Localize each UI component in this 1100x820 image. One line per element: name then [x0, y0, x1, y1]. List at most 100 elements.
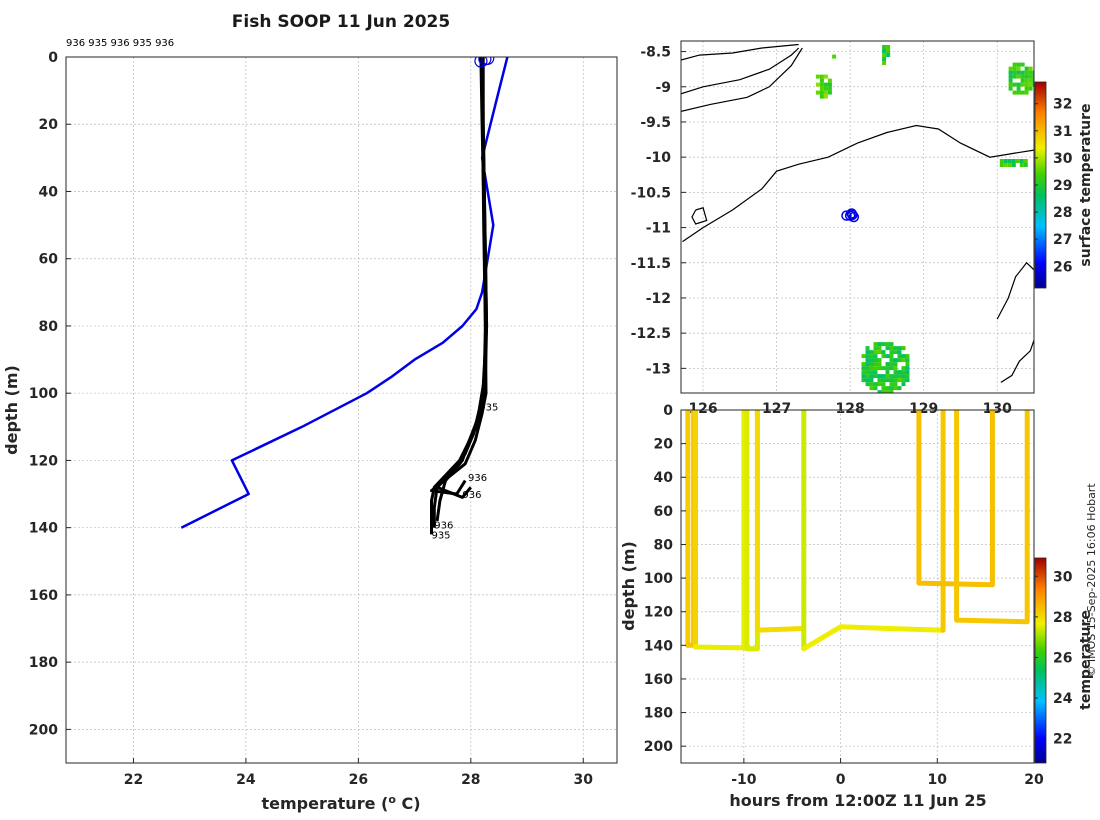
section-x-label: hours from 12:00Z 11 Jun 25 [729, 791, 986, 810]
section-series [685, 410, 1030, 652]
profile-y-tick-label: 40 [39, 184, 59, 200]
map-track-point [841, 210, 852, 221]
map-sst-cell [1008, 86, 1013, 91]
profile-panel: Fish SOOP 11 Jun 2025 936 935 936 935 93… [2, 12, 618, 813]
map-sst-cell [1003, 159, 1008, 163]
section-x-tick-label: -10 [731, 772, 757, 788]
profile-x-tick-label: 22 [124, 772, 143, 788]
map-sst-cell [877, 362, 882, 367]
map-sst-cell [882, 61, 887, 65]
map-sst-cell [881, 386, 886, 391]
profile-surface-marker [478, 57, 492, 66]
map-sst-cell [1032, 70, 1034, 75]
map-x-tick-label: 128 [836, 401, 865, 417]
map-sst-cell [885, 362, 890, 367]
map-sst-cell [877, 374, 882, 379]
profile-surface-marker [474, 57, 488, 68]
profile-y-tick-label: 140 [29, 521, 58, 537]
map-sst-cell [881, 382, 886, 387]
section-y-tick-label: 120 [644, 605, 673, 621]
map-sst-cell [823, 74, 828, 79]
section-track [954, 410, 1030, 625]
map-sst-cell [886, 53, 891, 57]
map-sst-cell [897, 374, 902, 379]
profile-y-tick-label: 200 [29, 722, 58, 738]
map-sst-cell [1020, 90, 1025, 95]
map-sst-cell [1012, 74, 1017, 79]
map-sst-cell [877, 358, 882, 363]
map-sst-cell [889, 390, 894, 393]
map-sst-cell [1020, 82, 1025, 87]
profile-x-tick-label: 30 [574, 772, 594, 788]
profile-x-label-superscript: o [388, 793, 396, 806]
map-sst-cell [885, 374, 890, 379]
map-sst-cell [882, 57, 887, 61]
map-sst-cell [1032, 82, 1034, 87]
map-sst-cell [1012, 66, 1017, 71]
map-sst-cell [897, 354, 902, 359]
map-sst-cell [865, 378, 870, 383]
map-sst-cell [869, 362, 874, 367]
profile-y-tick-label: 180 [29, 655, 58, 671]
map-sst-cell [889, 358, 894, 363]
map-sst-cells [815, 45, 1034, 393]
section-y-tick-label: 100 [644, 571, 673, 587]
map-coastline [682, 124, 1034, 243]
map-sst-cell [893, 378, 898, 383]
map-colorbar-tick-label: 30 [1053, 151, 1073, 167]
profile-line-blue [180, 57, 509, 529]
map-sst-cell [893, 386, 898, 391]
map-sst-cell [885, 342, 890, 347]
section-y-tick-label: 160 [644, 672, 673, 688]
map-sst-cell [877, 342, 882, 347]
section-x-tick-label: 20 [1024, 772, 1044, 788]
section-y-tick-label: 200 [644, 739, 673, 755]
map-sst-cell [882, 49, 887, 53]
section-track [693, 410, 747, 651]
map-sst-cell [1020, 62, 1025, 67]
map-sst-cell [865, 350, 870, 355]
section-colorbar-ticks: 22 24 26 28 30 [1035, 569, 1073, 748]
section-y-tick-label: 60 [654, 504, 674, 520]
profile-point-label: 935 [431, 530, 450, 541]
map-sst-cell [861, 366, 866, 371]
map-sst-cell [885, 390, 890, 393]
map-sst-cell [881, 374, 886, 379]
map-y-tick-label: -11.5 [631, 256, 671, 272]
map-sst-cell [1024, 70, 1029, 75]
map-sst-cell [865, 366, 870, 371]
profile-ticks: 22 24 26 28 30 0 20 40 60 80 100 120 140 160 180 200 [29, 50, 593, 788]
map-sst-cell [865, 346, 870, 351]
map-sst-cell [861, 354, 866, 359]
map-sst-cell [1003, 163, 1008, 167]
section-colorbar-tick-label: 28 [1053, 610, 1072, 626]
map-sst-cell [1007, 159, 1012, 163]
map-sst-cell [1008, 82, 1013, 87]
map-sst-cell [869, 370, 874, 375]
map-grid [681, 41, 1034, 393]
map-sst-cell [893, 346, 898, 351]
profile-x-tick-label: 26 [349, 772, 368, 788]
map-sst-cell [873, 342, 878, 347]
section-y-tick-label: 40 [654, 470, 674, 486]
section-y-tick-label: 0 [663, 403, 673, 419]
map-sst-cell [1024, 86, 1029, 91]
map-sst-cell [897, 378, 902, 383]
map-sst-cell [905, 366, 910, 371]
map-sst-cell [827, 82, 832, 87]
profile-line-black-3 [435, 57, 487, 522]
map-sst-cell [905, 358, 910, 363]
map-x-tick-label: 130 [983, 401, 1012, 417]
map-sst-cell [901, 378, 906, 383]
map-sst-cell [1028, 66, 1033, 71]
map-sst-cell [881, 354, 886, 359]
map-sst-cell [893, 358, 898, 363]
map-colorbar-ticks: 26 27 28 29 30 31 32 [1035, 97, 1073, 275]
map-sst-cell [1024, 78, 1029, 83]
map-sst-cell [861, 362, 866, 367]
map-coastline [996, 261, 1034, 320]
profile-y-tick-label: 120 [29, 453, 58, 469]
map-sst-cell [873, 366, 878, 371]
